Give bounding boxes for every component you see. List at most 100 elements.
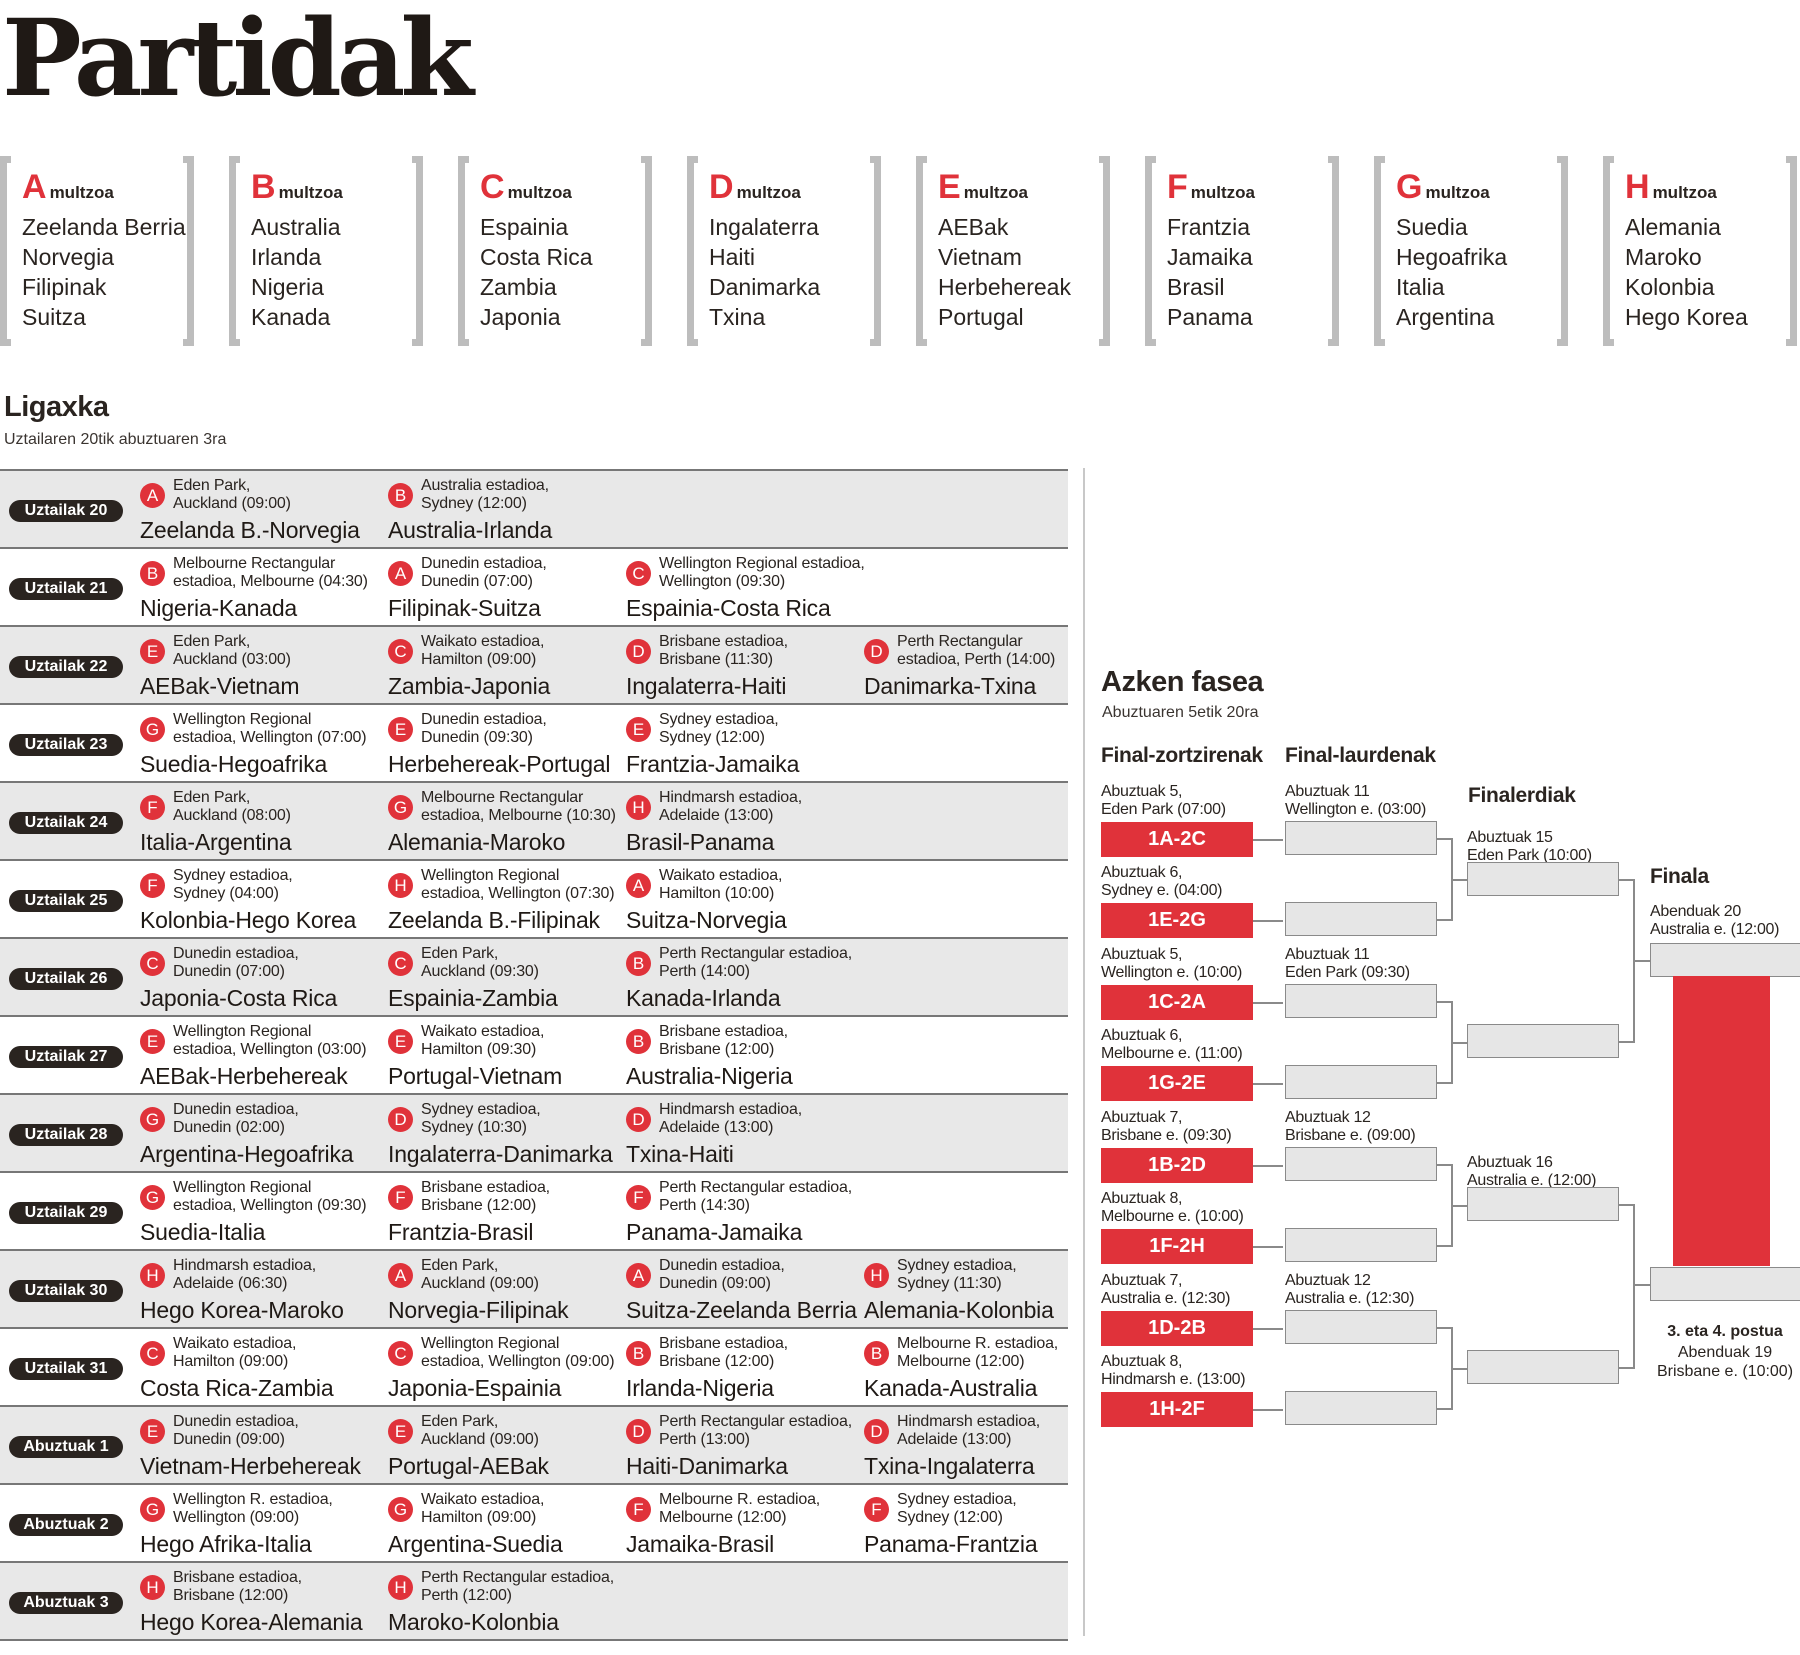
third-place-title: 3. eta 4. postua — [1667, 1323, 1783, 1340]
qf-slot — [1285, 984, 1437, 1018]
match-teams: Haiti-Danimarka — [626, 1453, 788, 1479]
venue-line: Sydney (10:30) — [421, 1119, 527, 1136]
group-team-list: Alemania Maroko Kolonbia Hego Korea — [1625, 212, 1748, 332]
bracket-right — [870, 156, 881, 346]
group-badge: D — [626, 1107, 651, 1132]
match-venue: Brisbane estadioa, Brisbane (12:00) — [173, 1569, 302, 1605]
group-letter: F — [1167, 168, 1188, 206]
group-badge: C — [388, 951, 413, 976]
match-venue: Brisbane estadioa, Brisbane (11:30) — [659, 633, 788, 669]
r16-venue: Australia e. (12:30) — [1101, 1290, 1231, 1307]
connector — [1437, 1082, 1452, 1084]
venue-line: Waikato estadioa, — [421, 1023, 545, 1040]
venue-line: Hamilton (09:00) — [421, 1509, 537, 1526]
group-letter: D — [709, 168, 734, 206]
schedule-row: Uztailak 26 C Dunedin estadioa, Dunedin (07… — [0, 939, 1068, 1017]
venue-line: Brisbane (12:00) — [173, 1587, 289, 1604]
venue-line: Wellington Regional — [421, 867, 560, 884]
group-team: Jamaika — [1167, 244, 1253, 270]
group-word: multzoa — [736, 183, 801, 202]
match-teams: Frantzia-Brasil — [388, 1219, 534, 1245]
connector — [1451, 1041, 1467, 1044]
qf-venue: Brisbane e. (09:00) — [1285, 1127, 1416, 1144]
venue-line: Sydney estadioa, — [173, 867, 293, 884]
venue-line: Melbourne Rectangular — [421, 789, 584, 806]
date-badge: Uztailak 21 — [9, 578, 123, 600]
r16-date: Abuztuak 5, — [1101, 783, 1183, 800]
match-teams: Argentina-Suedia — [388, 1531, 563, 1557]
group-team: Suedia — [1396, 214, 1468, 240]
match-teams: Espainia-Zambia — [388, 985, 558, 1011]
group-team: Herbehereak — [938, 274, 1071, 300]
r16-date: Abuztuak 8, — [1101, 1190, 1183, 1207]
group-badge: F — [140, 795, 165, 820]
sf-slot — [1467, 862, 1619, 896]
venue-line: Hindmarsh estadioa, — [659, 789, 802, 806]
group-badge: H — [388, 873, 413, 898]
match-teams: Hego Korea-Alemania — [140, 1609, 363, 1635]
group-team: Danimarka — [709, 274, 821, 300]
r16-date: Abuztuak 6, — [1101, 1027, 1183, 1044]
date-badge: Uztailak 26 — [9, 968, 123, 990]
match-venue: Eden Park, Auckland (08:00) — [173, 789, 291, 825]
qf-slot — [1285, 1065, 1437, 1099]
venue-line: Sydney estadioa, — [897, 1257, 1017, 1274]
group-badge: C — [140, 951, 165, 976]
connector — [1253, 1409, 1283, 1411]
venue-line: Eden Park, — [421, 945, 499, 962]
match-teams: Ingalaterra-Haiti — [626, 673, 787, 699]
venue-line: Sydney (12:00) — [897, 1509, 1003, 1526]
group-badge: E — [140, 1419, 165, 1444]
group-badge: G — [388, 795, 413, 820]
group-badge: G — [140, 1107, 165, 1132]
schedule-row: Uztailak 30 H Hindmarsh estadioa, Adelaide … — [0, 1251, 1068, 1329]
venue-line: Sydney (12:00) — [659, 729, 765, 746]
date-badge: Uztailak 31 — [9, 1358, 123, 1380]
qf-venue: Wellington e. (03:00) — [1285, 801, 1427, 818]
group-team-list: Ingalaterra Haiti Danimarka Txina — [709, 212, 820, 332]
bracket-left — [458, 156, 469, 346]
bracket-right — [1328, 156, 1339, 346]
group-badge: D — [864, 1419, 889, 1444]
connector — [1253, 1165, 1283, 1167]
league-schedule-table: Uztailak 20 A Eden Park, Auckland (09:00) Ze… — [0, 469, 1068, 1641]
match-teams: Panama-Jamaika — [626, 1219, 803, 1245]
group-badge: B — [864, 1341, 889, 1366]
schedule-row: Uztailak 24 F Eden Park, Auckland (08:00) It… — [0, 783, 1068, 861]
venue-line: Eden Park, — [173, 789, 251, 806]
r16-venue: Wellington e. (10:00) — [1101, 964, 1243, 981]
match-teams: Alemania-Maroko — [388, 829, 566, 855]
venue-line: Waikato estadioa, — [173, 1335, 297, 1352]
match-venue: Sydney estadioa, Sydney (10:30) — [421, 1101, 541, 1137]
group-badge: E — [140, 639, 165, 664]
match-teams: Suedia-Hegoafrika — [140, 751, 328, 777]
bracket-left — [1145, 156, 1156, 346]
group-team: Alemania — [1625, 214, 1721, 240]
match-teams: Italia-Argentina — [140, 829, 292, 855]
venue-line: Melbourne (12:00) — [659, 1509, 787, 1526]
group-team: Zambia — [480, 274, 557, 300]
group-badge: H — [140, 1263, 165, 1288]
group-team: Portugal — [938, 304, 1024, 330]
group-badge: E — [140, 1029, 165, 1054]
r16-date: Abuztuak 7, — [1101, 1109, 1183, 1126]
venue-line: Wellington Regional — [173, 711, 312, 728]
group-badge: H — [864, 1263, 889, 1288]
r16-match-label: 1H-2F — [1101, 1392, 1253, 1427]
group-badge: C — [626, 561, 651, 586]
match-venue: Wellington Regional estadioa, Wellington … — [421, 1335, 615, 1371]
final-title: Finala — [1650, 865, 1709, 888]
match-teams: Brasil-Panama — [626, 829, 775, 855]
match-venue: Wellington Regional estadioa, Wellington … — [173, 1023, 367, 1059]
match-venue: Dunedin estadioa, Dunedin (09:00) — [659, 1257, 785, 1293]
match-teams: Danimarka-Txina — [864, 673, 1037, 699]
r16-venue: Brisbane e. (09:30) — [1101, 1127, 1232, 1144]
connector — [1451, 1204, 1467, 1207]
group-team-list: Suedia Hegoafrika Italia Argentina — [1396, 212, 1507, 332]
venue-line: Auckland (09:30) — [421, 963, 539, 980]
venue-line: Sydney estadioa, — [659, 711, 779, 728]
match-venue: Hindmarsh estadioa, Adelaide (13:00) — [659, 1101, 802, 1137]
venue-line: Adelaide (13:00) — [897, 1431, 1012, 1448]
connector — [1253, 1328, 1283, 1330]
